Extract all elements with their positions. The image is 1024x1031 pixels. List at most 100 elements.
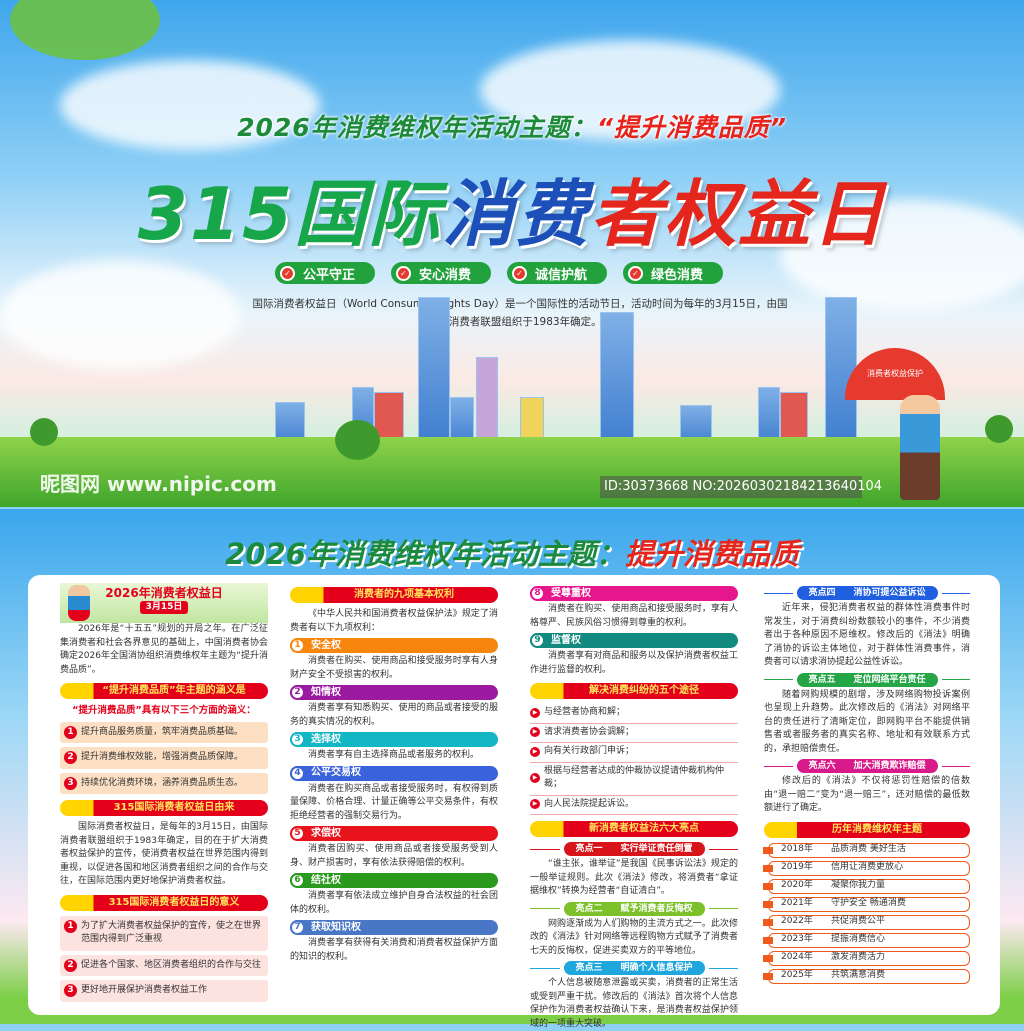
year-label: 2020年 xyxy=(781,880,813,891)
tag-label: 诚信护航 xyxy=(535,267,588,283)
right-title: 受尊重权 xyxy=(551,587,591,599)
year-theme-row: 2019年 信用让消费更放心 xyxy=(763,860,970,876)
number-badge: 7 xyxy=(290,920,305,935)
flag-icon xyxy=(763,936,773,944)
cloud xyxy=(780,200,1024,310)
right-description: 消费者在购买、使用商品和接受服务时，享有人格尊严、民族风俗习惯得到尊重的权利。 xyxy=(530,604,738,628)
highlight-header: 亮点四 消协可提公益诉讼 xyxy=(764,586,971,600)
cloud xyxy=(60,60,320,150)
highlight-text: 个人信息被随意泄露或买卖，消费者的正常生活或受到严重干扰。修改后的《消法》首次将… xyxy=(530,978,738,1029)
shield-check-icon: ✓ xyxy=(280,265,295,281)
item-text: 持续优化消费环境，涵养消费品质生态。 xyxy=(81,777,244,788)
play-circle-icon: ▶ xyxy=(530,727,540,738)
paragraph: 国际消费者权益日，是每年的3月15日，由国际消费者联盟组织于1983年确定，目的… xyxy=(60,822,268,886)
highlights-list: 亮点一 实行举证责任倒置 “谁主张，谁举证”是我国《民事诉讼法》规定的一般举证规则… xyxy=(530,842,739,1031)
right-title: 获取知识权 xyxy=(311,921,361,933)
top-banner: 2026年消费维权年活动主题：“提升消费品质” 315国际消费者权益日 ✓ 公平守… xyxy=(0,0,1024,507)
year-theme: 共促消费公平 xyxy=(831,916,886,927)
hero-kid-illustration xyxy=(68,585,90,621)
years-list: 2018年 品质消费 美好生活 2019年 信用让消费更放心 2020年 凝聚你我力量 20… xyxy=(763,842,970,984)
flag-icon xyxy=(763,846,773,854)
title-part: 315国际 xyxy=(137,172,443,256)
number-badge: 4 xyxy=(290,765,305,781)
section-banner: 历年消费维权年主题 xyxy=(764,821,970,838)
tree xyxy=(335,420,380,460)
way-item: ▶ 根据与经营者达成的仲裁协议提请仲裁机构仲裁； xyxy=(530,763,738,796)
right-title-bar: 2 知情权 xyxy=(290,685,498,700)
play-circle-icon: ▶ xyxy=(530,707,540,718)
rights-list: 8 受尊重权 消费者在购买、使用商品和接受服务时，享有人格尊严、民族风俗习惯得到尊重… xyxy=(530,586,738,677)
item-text: 促进各个国家、地区消费者组织的合作与交往 xyxy=(81,959,262,970)
highlight-text: 近年来，侵犯消费者权益的群体性消费事件时常发生，对于消费纠纷数额较小的事件，不少… xyxy=(764,603,970,667)
right-title-bar: 7 获取知识权 xyxy=(290,920,498,935)
divider-line xyxy=(764,592,793,594)
right-title: 结社权 xyxy=(311,874,341,886)
divider-line xyxy=(941,679,971,680)
right-title-bar: 4 公平交易权 xyxy=(290,765,498,781)
highlight-text: “谁主张，谁举证”是我国《民事诉讼法》规定的一般举证规则。此次《消法》修改，将消… xyxy=(530,859,738,896)
divider-line xyxy=(941,592,971,594)
building xyxy=(476,357,498,447)
section-banner: 解决消费纠纷的五个途径 xyxy=(530,683,738,699)
meaning-item: 2 提升消费维权效能，增强消费品质保障。 xyxy=(60,747,268,769)
header-image: 2026年消费者权益日 3月15日 xyxy=(60,583,268,623)
umbrella-illustration: 消费者权益保护 xyxy=(845,348,945,400)
highlight-label: 亮点四 消协可提公益诉讼 xyxy=(796,586,938,600)
way-text: 根据与经营者达成的仲裁协议提请仲裁机构仲裁； xyxy=(544,765,725,790)
right-description: 消费者享有依法成立维护自身合法权益的社会团体的权利。 xyxy=(290,891,498,915)
right-description: 消费者因购买、使用商品或者接受服务受到人身、财产损害时，享有依法获得赔偿的权利。 xyxy=(290,844,498,868)
cloud xyxy=(0,260,240,370)
slogan-tag: ✓ 公平守正 xyxy=(275,262,375,284)
way-item: ▶ 向人民法院提起诉讼。 xyxy=(530,796,738,815)
right-description: 消费者在购买商品或者接受服务时，有权得到质量保障、价格合理、计量正确等公平交易条… xyxy=(290,783,498,821)
right-title: 监督权 xyxy=(551,634,581,646)
year-label: 2024年 xyxy=(781,952,813,963)
right-title: 知情权 xyxy=(311,686,341,698)
way-text: 向人民法院提起诉讼。 xyxy=(544,798,635,809)
right-description: 消费者享有对商品和服务以及保护消费者权益工作进行监督的权利。 xyxy=(530,651,738,675)
item-text: 更好地开展保护消费者权益工作 xyxy=(81,985,208,995)
content-card: 2026年消费者权益日 3月15日 2026年是“十五五”规划的开局之年。在广泛… xyxy=(28,575,1000,1029)
divider-line xyxy=(941,765,971,767)
slogan-tag: ✓ 安心消费 xyxy=(391,262,491,284)
divider-line xyxy=(708,967,739,969)
highlight-header: 亮点五 定位网络平台责任 xyxy=(764,672,971,687)
year-label: 2021年 xyxy=(781,898,813,909)
highlights-list: 亮点四 消协可提公益诉讼近年来，侵犯消费者权益的群体性消费事件时常发生，对于消费… xyxy=(764,586,971,816)
divider-line xyxy=(708,848,739,850)
paragraph: 2026年是“十五五”规划的开局之年。在广泛征集消费者和社会各界意见的基础上，中… xyxy=(60,624,268,675)
man-illustration xyxy=(900,395,940,500)
flag-icon xyxy=(763,882,773,890)
right-description: 消费者享有获得有关消费和消费者权益保护方面的知识的权利。 xyxy=(290,938,498,962)
section-banner: 315国际消费者权益日的意义 xyxy=(60,894,268,911)
highlight-label: 亮点二 赋予消费者反悔权 xyxy=(563,901,705,916)
number-badge: 2 xyxy=(64,751,77,764)
highlight-header: 亮点一 实行举证责任倒置 xyxy=(530,842,739,856)
meaning-item: 1 提升商品服务质量，筑牢消费品质基础。 xyxy=(60,721,268,743)
number-badge: 5 xyxy=(290,826,305,841)
info-board: 2026年消费维权年活动主题：提升消费品质 2026年消费者权益日 3月15日 … xyxy=(0,509,1024,1029)
year-theme-row: 2018年 品质消费 美好生活 xyxy=(763,842,970,858)
year-theme-row: 2021年 守护安全 畅通消费 xyxy=(763,896,970,912)
divider-line xyxy=(764,765,793,767)
slogan-tags: ✓ 公平守正 ✓ 安心消费 ✓ 诚信护航 ✓ 绿色消费 xyxy=(275,262,723,284)
tree xyxy=(985,415,1013,443)
section-banner: 消费者的九项基本权利 xyxy=(290,587,498,603)
significance-item: 2 促进各个国家、地区消费者组织的合作与交往 xyxy=(60,954,268,976)
watermark-id: ID:30373668 NO:20260302184213640104 xyxy=(600,476,882,498)
flag-icon xyxy=(763,954,773,962)
title-part: 消费 xyxy=(442,172,591,256)
year-label: 2023年 xyxy=(781,934,813,945)
number-badge: 9 xyxy=(530,633,545,648)
item-text: 提升商品服务质量，筑牢消费品质基础。 xyxy=(81,726,244,737)
column-2: 消费者的九项基本权利 《中华人民共和国消费者权益保护法》规定了消费者有以下九项权… xyxy=(290,583,498,964)
play-circle-icon: ▶ xyxy=(530,773,540,783)
right-title: 选择权 xyxy=(311,733,341,745)
section-banner: 315国际消费者权益日由来 xyxy=(60,800,268,816)
ways-list: ▶ 与经营者协商和解； ▶ 请求消费者协会调解； ▶ 向有关行政部门申诉； ▶ 根据与经营者达… xyxy=(530,704,738,815)
tree xyxy=(30,418,58,446)
way-item: ▶ 请求消费者协会调解； xyxy=(530,724,738,743)
section-banner: 新消费者权益法六大亮点 xyxy=(530,821,738,837)
item-text: 为了扩大消费者权益保护的宣传，使之在世界范围内得到广泛重视 xyxy=(81,920,262,945)
right-title-bar: 3 选择权 xyxy=(290,732,498,747)
